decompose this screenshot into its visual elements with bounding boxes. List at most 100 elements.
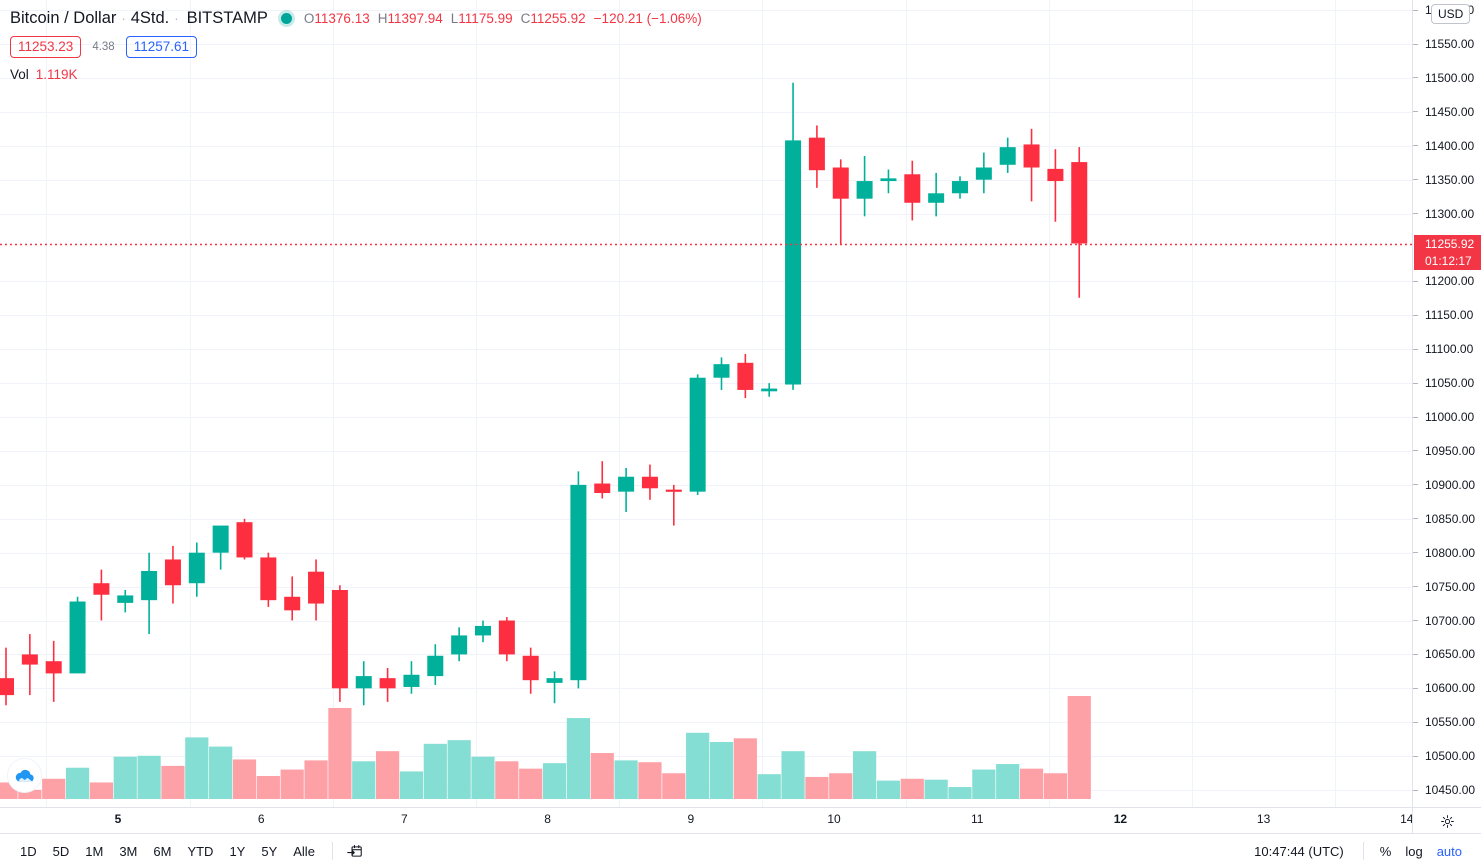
volume-label[interactable]: Vol <box>10 66 29 82</box>
log-scale-button[interactable]: log <box>1405 843 1423 859</box>
percent-scale-button[interactable]: % <box>1379 843 1392 859</box>
chart-plot-area[interactable] <box>0 0 1412 807</box>
go-to-date-button[interactable] <box>342 840 368 862</box>
candle-body <box>498 620 515 655</box>
interval-label[interactable]: 4Std. <box>130 8 170 27</box>
candle-body <box>618 476 635 492</box>
price-tick: 10700.00 <box>1413 614 1481 628</box>
volume-bar <box>686 732 710 799</box>
candle-body <box>355 676 372 689</box>
candle-body <box>141 571 158 601</box>
candle-body <box>999 147 1016 165</box>
price-tick-label: 10750.00 <box>1425 579 1476 594</box>
time-tick-label: 11 <box>970 812 984 826</box>
symbol-name[interactable]: Bitcoin / Dollar <box>10 8 117 27</box>
close-value: 11255.92 <box>530 10 586 26</box>
range-button-3m[interactable]: 3M <box>119 843 138 859</box>
price-axis[interactable]: USD 11600.0011550.0011500.0011450.001140… <box>1412 0 1481 807</box>
volume-bar <box>423 743 447 799</box>
volume-bar <box>876 780 901 799</box>
candle-body <box>260 557 277 601</box>
right-toolbar: 10:47:44 (UTC) % log auto <box>1254 841 1481 862</box>
market-open-dot-icon <box>280 12 292 24</box>
range-button-5y[interactable]: 5Y <box>261 843 278 859</box>
volume-bar <box>495 761 519 799</box>
time-tick-label: 7 <box>401 812 408 826</box>
volume-bar <box>1019 768 1044 799</box>
candle-body <box>308 571 325 604</box>
clock-label: 10:47:44 (UTC) <box>1254 843 1344 859</box>
chart-legend: Bitcoin / Dollar · 4Std. · BITSTAMP O113… <box>10 6 702 83</box>
price-tick-label: 11050.00 <box>1425 376 1475 391</box>
candle-body <box>522 655 539 681</box>
bid-price-badge[interactable]: 11253.23 <box>10 36 82 58</box>
candle-body <box>928 193 945 203</box>
ohlc-values: O11376.13 H11397.94 L11175.99 C11255.92 −120… <box>304 11 702 26</box>
volume-bar <box>829 773 853 799</box>
range-button-1y[interactable]: 1Y <box>229 843 246 859</box>
price-tick: 11000.00 <box>1413 410 1481 424</box>
price-tick-label: 10550.00 <box>1425 715 1476 730</box>
currency-chip[interactable]: USD <box>1431 4 1471 24</box>
countdown-badge: 01:12:17 <box>1414 252 1481 270</box>
volume-bar <box>352 761 376 799</box>
volume-bar <box>972 769 996 799</box>
volume-bar <box>113 756 137 799</box>
time-tick-label: 8 <box>544 812 551 826</box>
candle-body <box>164 559 181 586</box>
range-button-alle[interactable]: Alle <box>293 843 315 859</box>
cloud-logo-icon <box>7 758 42 793</box>
price-tick: 10850.00 <box>1413 512 1481 526</box>
price-tick-label: 11200.00 <box>1425 274 1475 289</box>
chart-settings-button[interactable] <box>1412 807 1481 834</box>
candle-body <box>713 364 730 378</box>
time-tick-label: 6 <box>257 812 265 826</box>
candle-body <box>832 167 849 199</box>
time-axis[interactable]: 5 6 7 8 9 10 11 12 13 14 <box>0 807 1413 834</box>
candle-body <box>403 674 420 687</box>
price-tick-label: 10650.00 <box>1425 647 1476 662</box>
high-value: 11397.94 <box>387 10 443 26</box>
go-to-date-icon <box>347 844 363 857</box>
volume-bar <box>376 751 400 799</box>
price-tick: 10600.00 <box>1413 681 1481 695</box>
price-tick: 10650.00 <box>1413 647 1481 661</box>
price-tick-label: 11350.00 <box>1425 172 1475 187</box>
volume-bar <box>304 760 328 799</box>
volume-bar <box>161 765 185 799</box>
candle-body <box>1047 168 1064 182</box>
time-tick-label: 12 <box>1113 812 1128 826</box>
volume-bar <box>328 707 352 799</box>
candle-body <box>427 655 444 677</box>
range-button-1d[interactable]: 1D <box>20 843 37 859</box>
candle-body <box>0 678 14 696</box>
candle-body <box>69 601 86 674</box>
candle-body <box>21 654 38 665</box>
range-button-5d[interactable]: 5D <box>52 843 70 859</box>
range-button-6m[interactable]: 6M <box>153 843 172 859</box>
volume-bar <box>256 776 280 799</box>
price-tick: 11550.00 <box>1413 37 1481 51</box>
price-tick-label: 11400.00 <box>1425 138 1475 153</box>
change-value: −120.21 (−1.06%) <box>593 10 702 26</box>
time-tick-label: 13 <box>1256 812 1271 826</box>
candle-body <box>284 596 301 611</box>
ask-price-badge[interactable]: 11257.61 <box>125 36 198 58</box>
low-value: 11175.99 <box>458 10 513 26</box>
open-value: 11376.13 <box>314 10 370 26</box>
volume-bar <box>1043 773 1067 799</box>
spread-value: 4.38 <box>92 41 115 53</box>
range-button-ytd[interactable]: YTD <box>187 843 214 859</box>
price-tick: 10800.00 <box>1413 546 1481 560</box>
price-tick: 10500.00 <box>1413 749 1481 763</box>
candle-body <box>904 174 921 203</box>
range-button-1m[interactable]: 1M <box>85 843 104 859</box>
candle-body <box>212 525 229 553</box>
auto-scale-button[interactable]: auto <box>1436 843 1462 859</box>
candle-body <box>641 476 658 489</box>
candle-body <box>856 181 873 199</box>
candle-body <box>880 178 897 182</box>
volume-bar <box>42 778 66 799</box>
candle-body <box>93 583 110 595</box>
